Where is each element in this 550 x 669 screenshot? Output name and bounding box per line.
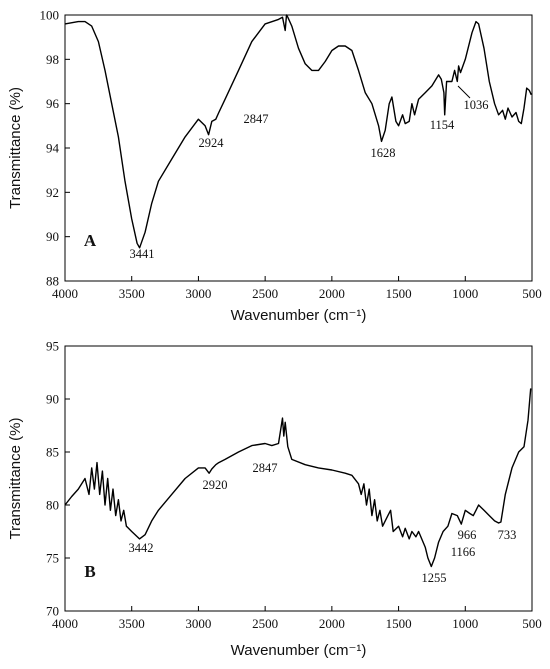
x-tick-label: 1000 — [452, 616, 478, 631]
x-tick-label: 2000 — [319, 286, 345, 301]
plot-frame — [64, 345, 533, 612]
x-tick-label: 4000 — [52, 286, 78, 301]
y-tick-label: 95 — [46, 339, 59, 354]
x-tick-label: 2000 — [319, 616, 345, 631]
y-tick-label: 98 — [46, 52, 59, 67]
peak-annotation: 2924 — [199, 136, 225, 150]
y-tick-label: 88 — [46, 274, 59, 289]
y-tick-label: 100 — [40, 8, 60, 23]
y-tick-label: 96 — [46, 96, 60, 111]
x-axis-title: Wavenumber (cm⁻¹) — [231, 307, 367, 324]
panel-label: B — [84, 562, 95, 581]
peak-annotation: 1255 — [422, 571, 447, 585]
y-tick-label: 80 — [46, 498, 59, 513]
x-tick-label: 500 — [522, 616, 542, 631]
y-tick-label: 75 — [46, 551, 59, 566]
peak-annotation: 1036 — [464, 98, 489, 112]
y-axis-title: Transmittance (%) — [7, 87, 24, 209]
peak-annotation: 3442 — [129, 541, 154, 555]
y-tick-label: 70 — [46, 604, 59, 619]
x-tick-label: 2500 — [252, 616, 278, 631]
y-tick-label: 85 — [46, 445, 59, 460]
peak-annotation: 1166 — [451, 545, 476, 559]
x-tick-label: 3500 — [119, 616, 145, 631]
y-tick-label: 90 — [46, 229, 59, 244]
x-tick-label: 3500 — [119, 286, 145, 301]
spectrum-line — [64, 14, 532, 249]
x-tick-label: 4000 — [52, 616, 78, 631]
y-tick-label: 92 — [46, 185, 59, 200]
peak-annotation: 1154 — [430, 118, 455, 132]
x-tick-label: 3000 — [185, 286, 211, 301]
x-tick-label: 2500 — [252, 286, 278, 301]
x-axis-title: Wavenumber (cm⁻¹) — [231, 642, 367, 659]
y-tick-label: 90 — [46, 392, 59, 407]
x-tick-label: 500 — [522, 286, 542, 301]
peak-annotation: 2847 — [244, 112, 269, 126]
peak-annotation: 1628 — [371, 146, 396, 160]
y-axis-title: Transmittance (%) — [7, 418, 24, 540]
x-tick-label: 1000 — [452, 286, 478, 301]
x-tick-label: 1500 — [386, 286, 412, 301]
peak-annotation: 2847 — [253, 461, 278, 475]
peak-annotation: 2920 — [203, 478, 228, 492]
peak-annotation: 3441 — [130, 247, 155, 261]
peak-annotation: 966 — [458, 528, 477, 542]
x-tick-label: 3000 — [185, 616, 211, 631]
spectrum-line — [64, 388, 532, 568]
plot-frame — [64, 14, 533, 282]
y-tick-label: 94 — [46, 141, 60, 156]
leader-line — [457, 85, 471, 99]
peak-annotation: 733 — [498, 528, 517, 542]
x-tick-label: 1500 — [386, 616, 412, 631]
panel-label: A — [84, 231, 97, 250]
